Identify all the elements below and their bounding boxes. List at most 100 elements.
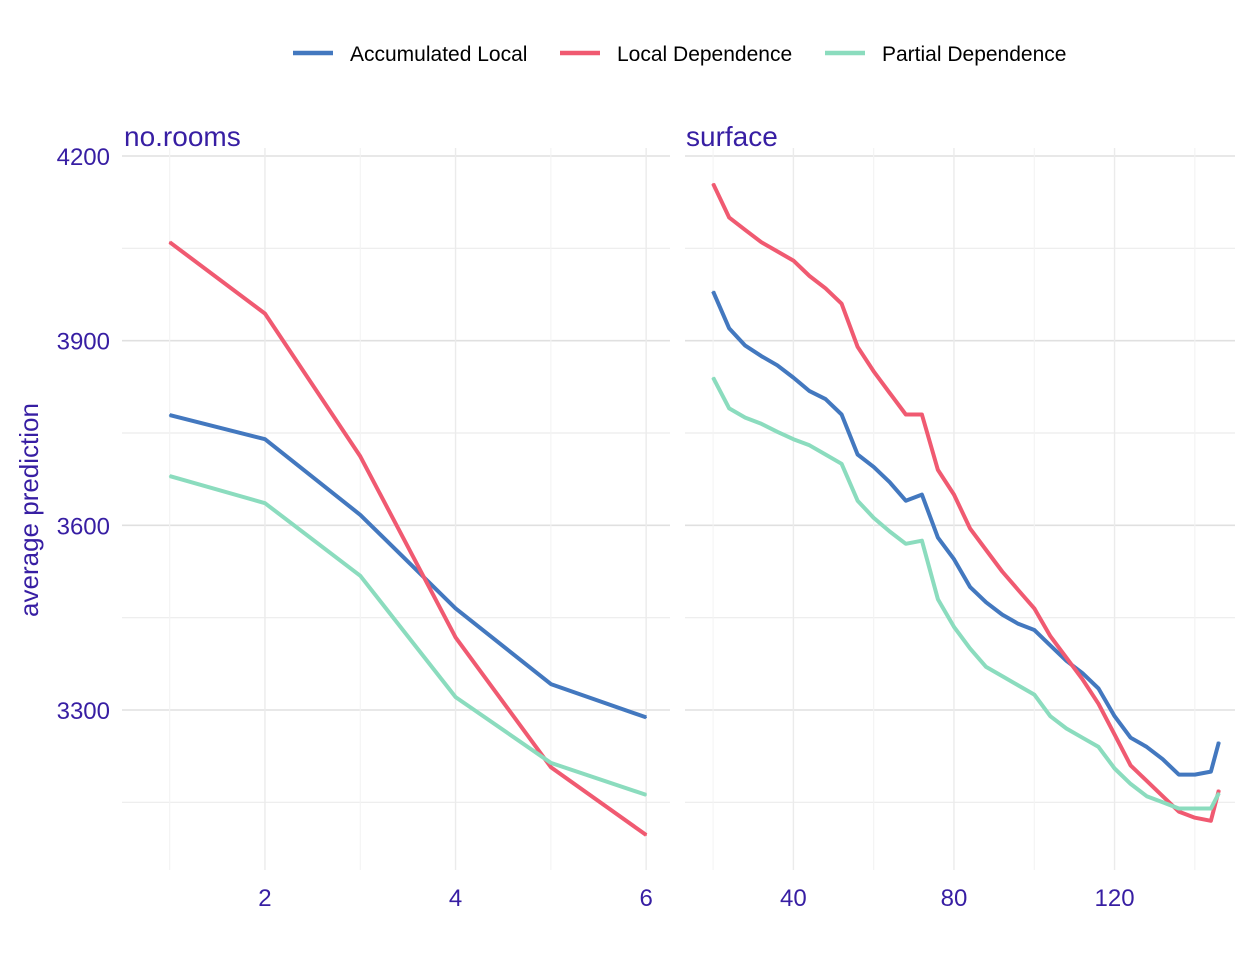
data-point (168, 475, 171, 477)
data-point (1178, 810, 1180, 813)
data-point (1001, 675, 1003, 677)
data-point (1113, 733, 1116, 736)
data-point (1210, 807, 1212, 810)
data-point (712, 182, 714, 185)
data-point (921, 493, 923, 496)
data-point (1081, 678, 1084, 680)
data-point (1081, 672, 1084, 674)
data-point (1097, 687, 1100, 690)
series-line (169, 413, 647, 720)
data-point (1218, 792, 1220, 794)
data-point (264, 438, 266, 441)
data-point (969, 527, 971, 530)
data-point (1145, 780, 1148, 782)
legend-item-local-dependence: Local Dependence (560, 43, 792, 66)
data-point (1017, 623, 1019, 625)
y-tick-label: 3900 (57, 329, 110, 356)
data-point (905, 499, 907, 502)
series-line (711, 290, 1221, 777)
y-axis-title: average prediction (14, 403, 44, 617)
panel-title: no.rooms (124, 121, 241, 152)
data-point (744, 416, 746, 419)
data-point (1161, 758, 1164, 760)
data-point (264, 312, 266, 315)
y-tick-label: 4200 (57, 144, 110, 171)
data-point (921, 413, 923, 416)
series-line (168, 240, 648, 837)
series-local-dependence (711, 182, 1221, 823)
data-point (645, 834, 647, 836)
y-tick-label: 3600 (57, 513, 110, 540)
data-point (872, 370, 875, 373)
data-point (1001, 570, 1003, 573)
data-point (760, 423, 763, 425)
data-point (359, 455, 362, 458)
data-point (953, 558, 955, 560)
grid (685, 148, 1235, 870)
data-point (1081, 736, 1084, 739)
data-point (1129, 783, 1132, 785)
x-tick-label: 4 (449, 885, 462, 912)
x-tick-label: 6 (639, 885, 652, 912)
data-point (744, 344, 746, 347)
data-point (792, 376, 795, 379)
data-point (1017, 589, 1019, 591)
data-point (856, 346, 859, 348)
data-point (1194, 816, 1196, 819)
data-point (1218, 789, 1220, 791)
data-point (937, 469, 939, 471)
data-point (1218, 741, 1220, 743)
data-point (1178, 773, 1180, 776)
data-point (1001, 613, 1003, 616)
data-point (1017, 684, 1019, 687)
data-point (712, 376, 714, 379)
data-point (824, 287, 827, 290)
series-partial-dependence (168, 474, 647, 797)
data-point (1033, 693, 1036, 696)
data-point (744, 229, 746, 231)
data-point (454, 636, 457, 639)
data-point (1145, 795, 1148, 797)
data-point (1194, 807, 1196, 810)
data-point (937, 598, 939, 600)
data-point (856, 453, 859, 456)
data-point (728, 327, 730, 330)
data-point (856, 499, 859, 502)
x-tick-label: 40 (780, 885, 807, 912)
data-point (728, 216, 730, 219)
data-point (969, 647, 971, 650)
data-point (888, 392, 891, 394)
data-point (645, 794, 647, 796)
series-partial-dependence (711, 376, 1221, 811)
x-tick-label: 120 (1095, 885, 1135, 912)
y-tick-label: 3300 (57, 698, 110, 725)
data-point (1033, 629, 1036, 631)
data-point (1129, 764, 1132, 767)
data-point (728, 407, 730, 410)
series-line (711, 182, 1221, 823)
data-point (1113, 767, 1116, 770)
data-point (808, 275, 811, 277)
panel-surface: surface 40 80 120 (685, 121, 1235, 912)
series-line (169, 474, 647, 797)
data-point (840, 413, 843, 416)
x-tick-label: 2 (258, 885, 271, 912)
data-point (840, 302, 843, 305)
data-point (969, 586, 971, 588)
data-point (1113, 715, 1116, 717)
data-point (776, 364, 779, 367)
legend-item-partial-dependence: Partial Dependence (825, 43, 1066, 66)
grid (122, 148, 670, 870)
data-point (1049, 635, 1052, 637)
data-point (645, 716, 647, 719)
data-point (1049, 644, 1052, 647)
data-point (359, 514, 362, 516)
data-point (985, 666, 987, 668)
data-point (872, 466, 875, 468)
data-point (808, 390, 811, 392)
data-point (760, 355, 763, 357)
data-point (454, 696, 457, 698)
data-point (953, 493, 955, 496)
legend-label: Local Dependence (617, 43, 792, 66)
